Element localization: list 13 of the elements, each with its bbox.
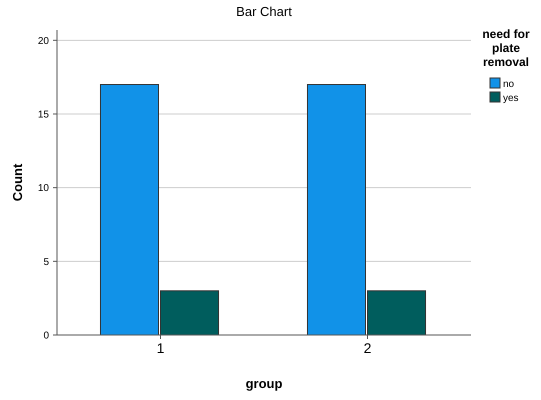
y-axis-title: Count xyxy=(10,163,25,202)
y-tick-label: 20 xyxy=(38,36,50,47)
y-tick-label: 0 xyxy=(43,330,50,342)
legend-title: need for plate removal xyxy=(482,27,530,69)
x-axis-title: group xyxy=(246,376,282,391)
legend-label: yes xyxy=(503,93,519,104)
x-tick-label: 2 xyxy=(364,340,372,356)
y-tick-label: 10 xyxy=(38,183,50,194)
y-tick-label: 5 xyxy=(43,256,50,268)
x-tick-label: 1 xyxy=(156,340,165,356)
y-tick-label: 15 xyxy=(38,109,50,120)
legend-label: no xyxy=(503,79,515,90)
chart-title: Bar Chart xyxy=(236,4,292,19)
